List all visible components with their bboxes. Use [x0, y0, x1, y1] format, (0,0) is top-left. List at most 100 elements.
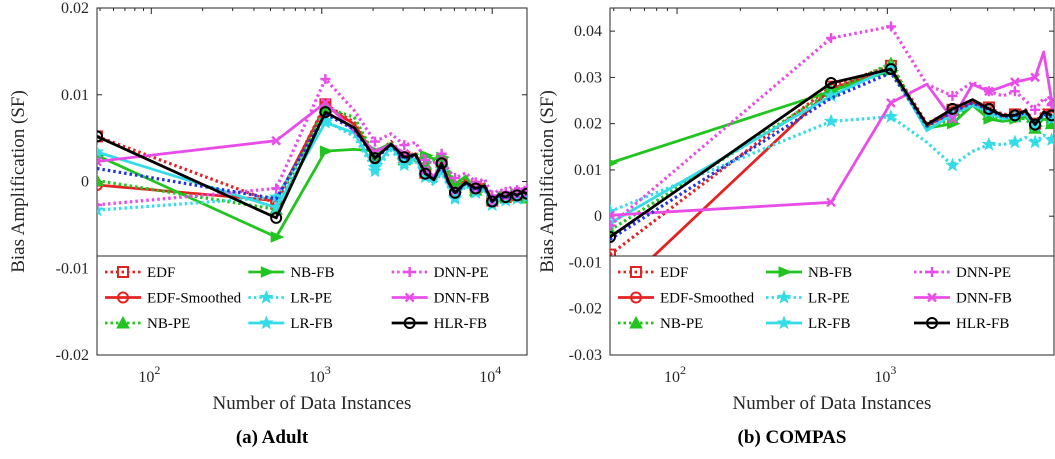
legend-marker-dnn-pe	[927, 267, 937, 277]
data-point-hlr-fb	[884, 63, 897, 76]
data-point-dnn-fb	[271, 135, 282, 146]
y-tick-label: 0.02	[61, 0, 89, 17]
legend-marker-dnn-fb	[404, 292, 415, 303]
data-point-lr-pe	[823, 113, 839, 128]
panel-caption: (a) Adult	[236, 427, 309, 448]
legend-label-nb-pe: NB-PE	[147, 316, 190, 332]
y-tick-label: 0	[81, 174, 89, 191]
series-line-hlr-fb	[97, 110, 527, 220]
data-point-dnn-fb	[947, 114, 958, 124]
legend-label-nb-fb: NB-FB	[290, 265, 334, 281]
legend-marker-dnn-fb	[927, 292, 937, 303]
y-tick-label: -0.02	[56, 347, 89, 364]
data-point-hlr-fb	[825, 76, 838, 89]
data-point-lr-pe	[1027, 134, 1043, 149]
legend-marker-edf-smoothed	[117, 291, 129, 304]
data-point-hlr-fb	[946, 102, 959, 115]
legend-marker-edf-smoothed	[630, 291, 642, 304]
x-axis-label: Number of Data Instances	[733, 393, 932, 414]
y-tick-label: 0.01	[61, 87, 89, 104]
series-group	[610, 21, 1054, 304]
data-point-dnn-pe	[470, 177, 481, 188]
legend-marker-nb-fb	[778, 266, 793, 278]
series-group	[97, 74, 527, 243]
legend-marker-edf	[630, 266, 642, 278]
data-point-lr-fb	[367, 159, 383, 174]
y-tick-label: -0.01	[569, 254, 602, 271]
data-point-hlr-fb	[499, 191, 512, 204]
legend-label-edf-smoothed: EDF-Smoothed	[147, 291, 242, 307]
data-point-hlr-fb	[419, 167, 432, 180]
data-point-dnn-fb	[320, 97, 331, 108]
legend-marker-nb-pe	[629, 315, 643, 329]
y-tick-label: -0.01	[56, 260, 89, 277]
data-point-dnn-fb	[826, 197, 836, 208]
legend-label-lr-pe: LR-PE	[290, 291, 332, 307]
data-point-dnn-fb	[1030, 72, 1040, 83]
legend-label-dnn-pe: DNN-PE	[434, 265, 489, 281]
data-point-hlr-fb	[982, 102, 995, 115]
x-tick-label: 103	[309, 363, 331, 386]
data-point-dnn-fb	[1046, 95, 1054, 106]
legend-box	[609, 255, 1055, 356]
data-point-dnn-pe	[610, 220, 615, 231]
y-tick-label: 0.04	[574, 23, 602, 40]
data-point-lr-pe	[883, 108, 899, 123]
y-tick-label: 0	[594, 208, 602, 225]
data-point-lr-fb	[823, 88, 839, 103]
legend-label-edf: EDF	[660, 265, 688, 281]
data-point-hlr-fb	[398, 151, 411, 164]
legend-marker-lr-fb	[776, 315, 792, 330]
data-point-hlr-fb	[319, 106, 332, 119]
legend-label-dnn-fb: DNN-FB	[956, 291, 1012, 307]
data-point-dnn-fb	[886, 97, 896, 108]
legend: EDF EDF-Smoothed NB-PE NB-FB LR-PE LR-FB DNN-P…	[96, 255, 528, 356]
x-axis-label: Number of Data Instances	[213, 393, 412, 414]
y-tick-label: -0.03	[569, 347, 602, 364]
data-point-hlr-fb	[435, 157, 448, 170]
data-point-dnn-pe	[97, 199, 102, 210]
x-tick-label: 104	[479, 363, 501, 386]
legend-marker-dnn-pe	[404, 267, 415, 277]
data-point-dnn-pe	[399, 140, 410, 151]
data-point-hlr-fb	[610, 231, 616, 244]
data-point-lr-pe	[945, 157, 960, 172]
data-point-dnn-pe	[369, 136, 380, 147]
data-point-dnn-pe	[436, 148, 447, 159]
x-tick-label: 102	[664, 363, 686, 386]
data-point-dnn-pe	[1030, 104, 1041, 115]
data-point-dnn-pe	[320, 74, 331, 85]
legend-marker-hlr-fb	[926, 317, 938, 329]
legend-label-hlr-fb: HLR-FB	[434, 316, 487, 332]
y-axis-label: Bias Amplification (SF)	[8, 90, 29, 273]
y-axis-label: Bias Amplification (SF)	[537, 90, 558, 273]
data-point-hlr-fb	[97, 130, 103, 143]
legend-label-lr-fb: LR-FB	[808, 316, 851, 332]
panel-1: -0.03 -0.02 -0.01 0 0.01 0.02 0.03 0.04 102 103 Nu…	[537, 7, 1055, 448]
data-point-nb-fb	[319, 145, 334, 157]
data-point-hlr-fb	[521, 187, 527, 200]
data-point-dnn-pe	[271, 183, 282, 194]
data-point-dnn-pe	[1009, 86, 1020, 97]
series-line-hlr-fb	[610, 67, 1053, 239]
data-point-dnn-fb	[610, 210, 615, 221]
data-point-dnn-fb	[522, 188, 527, 199]
legend-label-dnn-pe: DNN-PE	[956, 265, 1011, 281]
data-point-lr-pe	[1044, 132, 1054, 147]
data-point-dnn-fb	[984, 86, 994, 97]
legend-label-edf: EDF	[147, 265, 175, 281]
legend-marker-lr-pe	[776, 289, 792, 304]
legend-marker-lr-pe	[259, 289, 274, 304]
y-tick-label: 0.02	[574, 116, 602, 133]
data-point-dnn-pe	[522, 183, 527, 194]
y-tick-label: 0.01	[574, 162, 602, 179]
x-tick-label: 103	[874, 363, 896, 386]
legend-marker-hlr-fb	[403, 317, 416, 329]
data-point-dnn-pe	[450, 173, 461, 184]
legend-marker-lr-fb	[259, 315, 274, 330]
data-point-hlr-fb	[1029, 118, 1042, 131]
legend-marker-edf	[117, 266, 129, 278]
data-point-nb-fb	[610, 159, 619, 167]
